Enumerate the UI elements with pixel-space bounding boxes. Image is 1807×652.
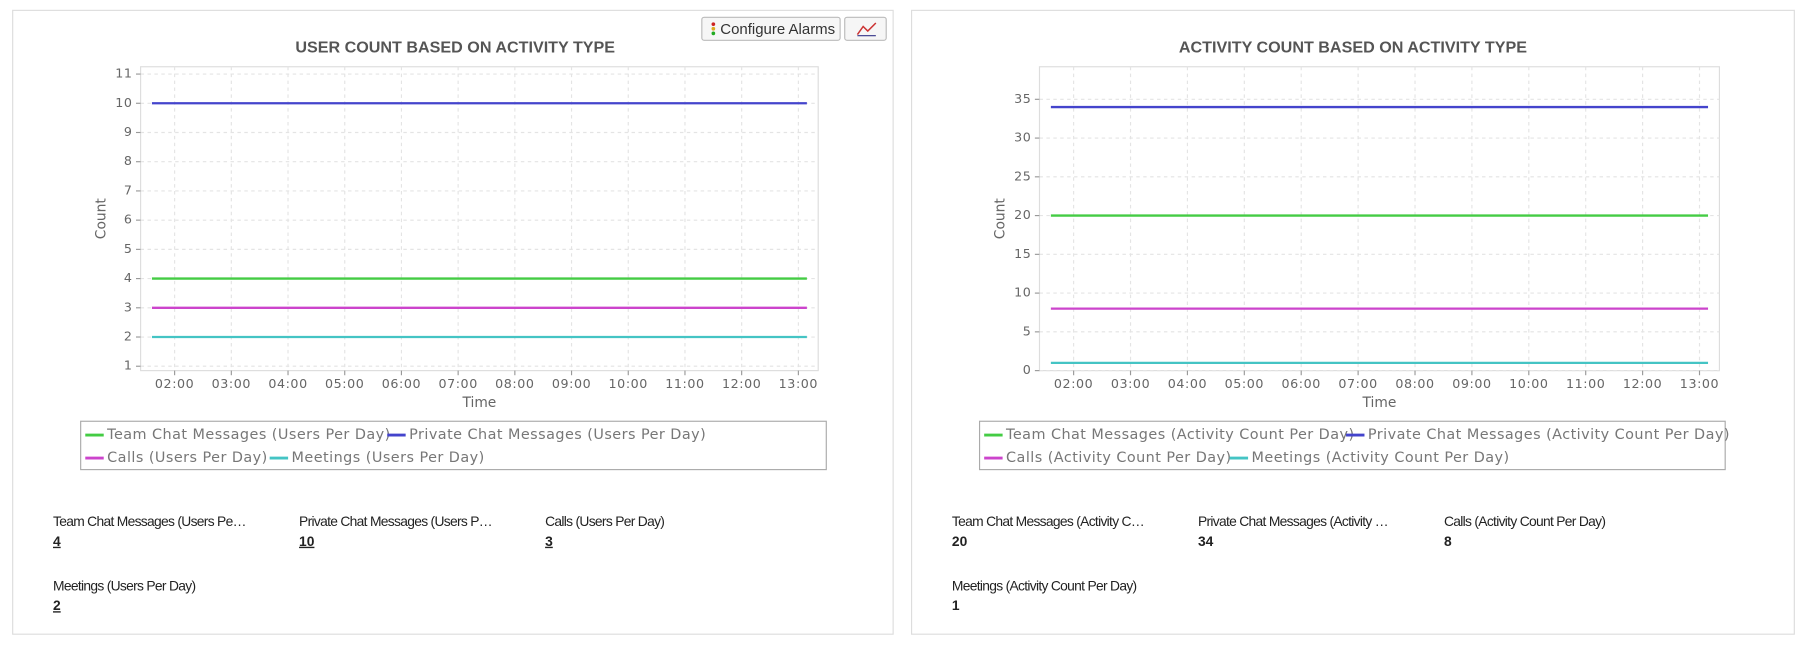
summary-value: 1 bbox=[952, 597, 960, 613]
summary-label: Team Chat Messages (Users Pe… bbox=[53, 513, 246, 529]
y-tick-label: 10 bbox=[115, 95, 132, 110]
x-tick-label: 05:00 bbox=[1225, 376, 1264, 391]
plot-area bbox=[140, 66, 819, 372]
x-tick-label: 13:00 bbox=[779, 376, 818, 391]
summary-label: Meetings (Activity Count Per Day) bbox=[952, 578, 1137, 594]
x-tick-label: 10:00 bbox=[609, 376, 648, 391]
y-tick-label: 6 bbox=[124, 212, 133, 227]
y-axis-label: Count bbox=[992, 198, 1008, 240]
summary-value: 20 bbox=[952, 533, 968, 549]
summary-value[interactable]: 2 bbox=[53, 597, 61, 613]
x-tick-label: 04:00 bbox=[268, 376, 307, 391]
x-tick-label: 08:00 bbox=[495, 376, 534, 391]
y-tick-label: 5 bbox=[1023, 323, 1032, 338]
summary-label: Calls (Activity Count Per Day) bbox=[1444, 513, 1605, 529]
configure-alarms-button[interactable]: Configure Alarms bbox=[701, 16, 841, 41]
x-tick-label: 04:00 bbox=[1168, 376, 1207, 391]
summary-label: Meetings (Users Per Day) bbox=[53, 578, 195, 594]
y-tick-label: 15 bbox=[1014, 246, 1031, 261]
legend-label: Private Chat Messages (Users Per Day) bbox=[409, 427, 706, 443]
legend-label: Meetings (Activity Count Per Day) bbox=[1252, 450, 1510, 466]
x-tick-label: 03:00 bbox=[1111, 376, 1150, 391]
summary-value[interactable]: 10 bbox=[299, 533, 315, 549]
y-tick-label: 9 bbox=[124, 124, 133, 139]
y-tick-label: 8 bbox=[124, 153, 133, 168]
icon bbox=[856, 22, 877, 35]
icon bbox=[711, 22, 716, 27]
x-tick-label: 02:00 bbox=[155, 376, 194, 391]
y-tick-label: 4 bbox=[124, 270, 133, 285]
y-tick-label: 3 bbox=[124, 299, 133, 314]
y-tick-label: 25 bbox=[1014, 168, 1031, 183]
x-axis-label: Time bbox=[461, 395, 496, 411]
x-tick-label: 12:00 bbox=[722, 376, 761, 391]
y-tick-label: 20 bbox=[1014, 207, 1031, 222]
y-tick-label: 30 bbox=[1014, 130, 1031, 145]
y-tick-label: 7 bbox=[124, 182, 133, 197]
legend-label: Team Chat Messages (Activity Count Per D… bbox=[1005, 427, 1354, 443]
y-axis-label: Count bbox=[93, 198, 109, 240]
icon bbox=[711, 31, 716, 36]
chart-type-button[interactable] bbox=[844, 16, 887, 41]
x-tick-label: 02:00 bbox=[1054, 376, 1093, 391]
x-tick-label: 06:00 bbox=[382, 376, 421, 391]
x-tick-label: 08:00 bbox=[1395, 376, 1434, 391]
button-label: Configure Alarms bbox=[720, 21, 835, 38]
summary-value[interactable]: 4 bbox=[53, 533, 61, 549]
summary-label: Calls (Users Per Day) bbox=[545, 513, 664, 529]
legend-label: Team Chat Messages (Users Per Day) bbox=[106, 427, 391, 443]
x-tick-label: 05:00 bbox=[325, 376, 364, 391]
chart-title: USER COUNT BASED ON ACTIVITY TYPE bbox=[295, 39, 615, 57]
summary-label: Private Chat Messages (Users P… bbox=[299, 513, 492, 529]
legend-label: Calls (Users Per Day) bbox=[107, 450, 268, 466]
x-tick-label: 07:00 bbox=[1338, 376, 1377, 391]
x-tick-label: 09:00 bbox=[552, 376, 591, 391]
summary-label: Private Chat Messages (Activity … bbox=[1198, 513, 1388, 529]
x-tick-label: 06:00 bbox=[1282, 376, 1321, 391]
y-tick-label: 5 bbox=[124, 241, 133, 256]
x-tick-label: 11:00 bbox=[1566, 376, 1605, 391]
legend-box bbox=[80, 420, 827, 471]
y-tick-label: 1 bbox=[124, 358, 133, 373]
x-tick-label: 07:00 bbox=[438, 376, 477, 391]
y-tick-label: 35 bbox=[1014, 91, 1031, 106]
chart-title: ACTIVITY COUNT BASED ON ACTIVITY TYPE bbox=[1179, 39, 1527, 57]
summary-value[interactable]: 3 bbox=[545, 533, 553, 549]
x-axis-label: Time bbox=[1362, 395, 1397, 411]
summary-label: Team Chat Messages (Activity C… bbox=[952, 513, 1144, 529]
y-tick-label: 10 bbox=[1014, 285, 1031, 300]
y-tick-label: 2 bbox=[124, 329, 133, 344]
summary-value: 8 bbox=[1444, 533, 1452, 549]
icon bbox=[711, 26, 716, 31]
x-tick-label: 13:00 bbox=[1680, 376, 1719, 391]
legend-box bbox=[978, 420, 1726, 471]
plot-area bbox=[1038, 66, 1720, 372]
x-tick-label: 12:00 bbox=[1623, 376, 1662, 391]
y-tick-label: 0 bbox=[1023, 362, 1032, 377]
legend-label: Meetings (Users Per Day) bbox=[292, 450, 485, 466]
legend-label: Private Chat Messages (Activity Count Pe… bbox=[1368, 427, 1730, 443]
legend-label: Calls (Activity Count Per Day) bbox=[1006, 450, 1232, 466]
x-tick-label: 11:00 bbox=[665, 376, 704, 391]
x-tick-label: 09:00 bbox=[1452, 376, 1491, 391]
button-frame bbox=[701, 16, 841, 41]
x-tick-label: 10:00 bbox=[1509, 376, 1548, 391]
x-tick-label: 03:00 bbox=[212, 376, 251, 391]
summary-value: 34 bbox=[1198, 533, 1214, 549]
y-tick-label: 11 bbox=[115, 66, 132, 81]
